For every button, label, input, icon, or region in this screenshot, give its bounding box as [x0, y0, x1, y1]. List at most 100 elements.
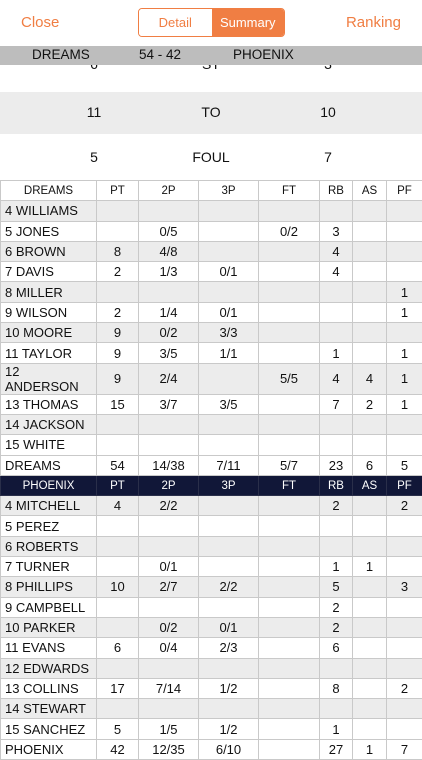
stat-cell-3p: 2/3: [199, 638, 259, 658]
stat-cell-2p: 3/5: [139, 343, 199, 363]
stat-cell-2p: [139, 435, 199, 455]
total-cell-2p: 14/38: [139, 455, 199, 475]
player-name: 4 WILLIAMS: [1, 201, 97, 221]
total-cell-ft: 5/7: [259, 455, 320, 475]
player-name: 8 PHILLIPS: [1, 577, 97, 597]
stat-cell-pt: 10: [97, 577, 139, 597]
tab-summary[interactable]: Summary: [212, 9, 285, 36]
player-row[interactable]: 6 ROBERTS: [1, 536, 422, 556]
total-cell-rb: 23: [320, 455, 353, 475]
stat-cell-2p: 0/2: [139, 323, 199, 343]
stat-cell-3p: [199, 363, 259, 394]
stat-label: FOUL: [170, 149, 252, 165]
stat-cell-pf: 1: [387, 302, 422, 322]
stat-cell-as: 2: [353, 394, 387, 414]
stat-cell-as: [353, 638, 387, 658]
stat-label: TO: [170, 104, 252, 120]
stat-cell-rb: [320, 282, 353, 302]
stat-cell-2p: 1/5: [139, 719, 199, 739]
stat-cell-2p: 1/3: [139, 262, 199, 282]
stat-cell-3p: [199, 658, 259, 678]
stat-cell-pt: 9: [97, 323, 139, 343]
stat-cell-pf: [387, 221, 422, 241]
stat-cell-as: [353, 435, 387, 455]
player-row[interactable]: 4 WILLIAMS: [1, 201, 422, 221]
stat-cell-as: [353, 699, 387, 719]
stat-cell-3p: 0/1: [199, 302, 259, 322]
stat-cell-pt: 17: [97, 678, 139, 698]
stat-label: ST: [170, 65, 252, 72]
close-button[interactable]: Close: [21, 14, 59, 31]
player-name: 6 ROBERTS: [1, 536, 97, 556]
stat-cell-2p: 0/2: [139, 617, 199, 637]
stat-cell-pt: 9: [97, 363, 139, 394]
stat-cell-pt: 2: [97, 262, 139, 282]
player-name: 10 MOORE: [1, 323, 97, 343]
score-header: DREAMS 54 - 42 PHOENIX: [0, 46, 422, 65]
total-cell-3p: 7/11: [199, 455, 259, 475]
stat-cell-ft: [259, 699, 320, 719]
stat-cell-ft: [259, 282, 320, 302]
player-name: 10 PARKER: [1, 617, 97, 637]
column-header-pt: PT: [97, 181, 139, 201]
player-row[interactable]: 14 STEWART: [1, 699, 422, 719]
column-header-pf: PF: [387, 181, 422, 201]
stat-cell-3p: [199, 516, 259, 536]
player-row[interactable]: 14 JACKSON: [1, 414, 422, 434]
stat-cell-pt: 6: [97, 638, 139, 658]
column-header-3p: 3P: [199, 181, 259, 201]
away-team-name: PHOENIX: [233, 47, 294, 62]
stat-cell-rb: [320, 516, 353, 536]
stat-cell-pt: [97, 435, 139, 455]
stat-cell-ft: [259, 536, 320, 556]
stat-cell-as: [353, 201, 387, 221]
final-score: 54 - 42: [139, 47, 181, 62]
tab-detail[interactable]: Detail: [139, 9, 212, 36]
stat-cell-as: [353, 302, 387, 322]
stat-cell-rb: [320, 323, 353, 343]
stat-cell-3p: [199, 597, 259, 617]
stat-cell-pt: 15: [97, 394, 139, 414]
stat-cell-rb: [320, 414, 353, 434]
stat-cell-2p: 4/8: [139, 241, 199, 261]
view-segmented-control: Detail Summary: [138, 8, 285, 37]
stat-cell-pt: 2: [97, 302, 139, 322]
stat-cell-3p: [199, 435, 259, 455]
stat-cell-ft: [259, 577, 320, 597]
stat-cell-pt: 5: [97, 719, 139, 739]
away-stat: 3: [320, 65, 336, 72]
total-cell-as: 1: [353, 739, 387, 759]
stat-cell-as: [353, 282, 387, 302]
stat-cell-2p: 0/1: [139, 557, 199, 577]
stat-cell-pf: 2: [387, 496, 422, 516]
stat-cell-pt: 9: [97, 343, 139, 363]
player-name: 7 DAVIS: [1, 262, 97, 282]
ranking-button[interactable]: Ranking: [346, 14, 401, 31]
stat-row-fouls: 5 FOUL 7: [0, 137, 422, 177]
stat-cell-3p: 2/2: [199, 577, 259, 597]
stat-cell-pf: [387, 638, 422, 658]
player-row[interactable]: 12 EDWARDS: [1, 658, 422, 678]
stat-cell-2p: 3/7: [139, 394, 199, 414]
player-row[interactable]: 15 WHITE: [1, 435, 422, 455]
player-row[interactable]: 5 PEREZ: [1, 516, 422, 536]
column-header-2p: 2P: [139, 181, 199, 201]
